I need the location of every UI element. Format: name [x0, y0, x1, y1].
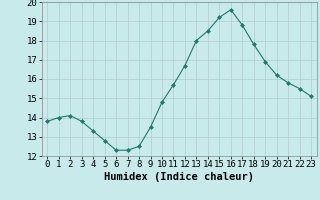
X-axis label: Humidex (Indice chaleur): Humidex (Indice chaleur) — [104, 172, 254, 182]
